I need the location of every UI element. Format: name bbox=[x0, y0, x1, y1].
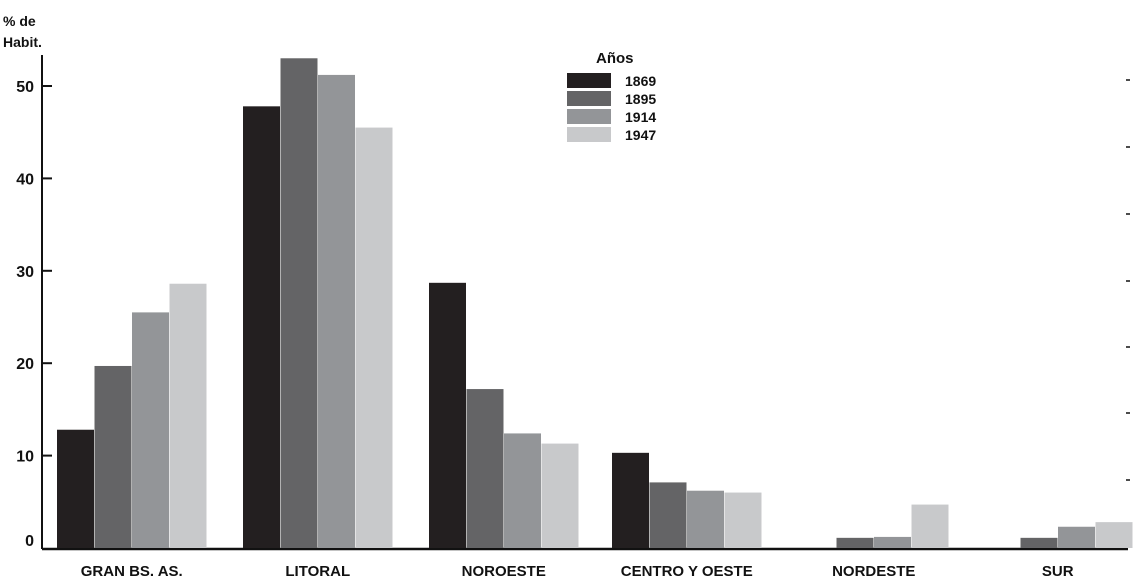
category-label: GRAN BS. AS. bbox=[81, 563, 183, 577]
bar-1947-3 bbox=[541, 443, 579, 548]
category-label: CENTRO Y OESTE bbox=[621, 563, 753, 577]
y-axis-ticks: 0 10 20 30 40 50 bbox=[16, 79, 52, 550]
y-tick-label: 50 bbox=[16, 79, 34, 96]
y-tick-label: 40 bbox=[16, 171, 34, 188]
category-label: LITORAL bbox=[285, 563, 350, 577]
right-edge-ticks bbox=[1126, 79, 1130, 481]
bar-1914-1 bbox=[132, 312, 169, 548]
bar-1895-3 bbox=[466, 389, 504, 548]
legend-swatch-1869 bbox=[567, 73, 611, 88]
bar-1914-2 bbox=[318, 74, 355, 549]
bar-1914-3 bbox=[504, 433, 541, 548]
bar-1869-1 bbox=[57, 429, 94, 548]
bar-1914-5 bbox=[874, 536, 911, 548]
legend-label-1895: 1895 bbox=[625, 91, 656, 107]
legend-label-1947: 1947 bbox=[625, 127, 656, 143]
bar-1947-4 bbox=[724, 492, 762, 548]
y-axis-label-line-2: Habit. bbox=[3, 34, 42, 50]
bar-1895-4 bbox=[649, 482, 687, 548]
bar-1914-4 bbox=[687, 490, 724, 548]
legend-swatch-1895 bbox=[567, 91, 611, 106]
bars-layer bbox=[57, 58, 1133, 549]
bar-1869-2 bbox=[243, 106, 280, 548]
category-labels: GRAN BS. AS. LITORAL NOROESTE CENTRO Y OEST… bbox=[81, 563, 1074, 577]
bar-1895-1 bbox=[94, 365, 132, 548]
bar-1895-2 bbox=[280, 58, 318, 548]
bar-1869-3 bbox=[429, 282, 466, 548]
legend-title: Años bbox=[596, 50, 634, 67]
bar-1914-6 bbox=[1058, 526, 1095, 548]
legend-label-1869: 1869 bbox=[625, 73, 656, 89]
y-tick-label: 10 bbox=[16, 449, 34, 466]
bar-1869-4 bbox=[612, 452, 649, 548]
bar-1895-5 bbox=[836, 537, 874, 548]
y-axis-label-line-1: % de bbox=[3, 13, 36, 29]
legend-swatch-1914 bbox=[567, 109, 611, 124]
bar-1895-6 bbox=[1020, 537, 1058, 548]
bar-1947-2 bbox=[355, 127, 393, 548]
y-tick-label: 30 bbox=[16, 264, 34, 281]
bar-1947-5 bbox=[911, 504, 949, 548]
category-label: NORDESTE bbox=[832, 563, 915, 577]
y-tick-label: 20 bbox=[16, 356, 34, 373]
category-label: SUR bbox=[1042, 563, 1074, 577]
legend-swatch-1947 bbox=[567, 127, 611, 142]
y-tick-label: 0 bbox=[25, 533, 34, 550]
legend-label-1914: 1914 bbox=[625, 109, 656, 125]
bar-1947-6 bbox=[1095, 522, 1133, 548]
legend: Años 1869 1895 1914 1947 bbox=[567, 50, 656, 143]
category-label: NOROESTE bbox=[462, 563, 546, 577]
bar-1947-1 bbox=[169, 283, 207, 548]
y-axis-title: % de Habit. bbox=[3, 13, 42, 50]
